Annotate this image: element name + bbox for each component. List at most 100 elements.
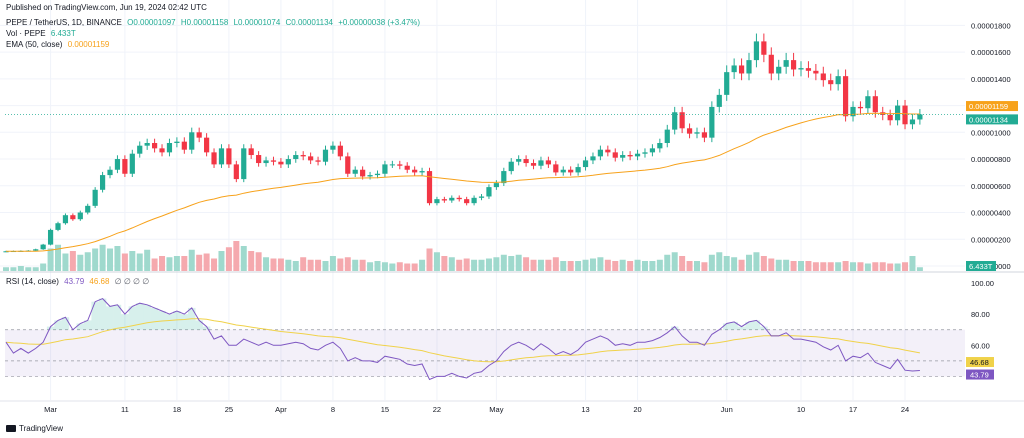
volume-bar: [240, 246, 247, 271]
volume-bar: [173, 256, 180, 271]
rsi-overbought-fill: [91, 301, 99, 330]
volume-bar: [248, 251, 255, 271]
rsi-legend-extra: ∅ ∅ ∅ ∅: [114, 277, 150, 286]
time-tick-label: Apr: [275, 405, 287, 414]
volume-bar: [159, 256, 166, 271]
volume-bar: [374, 261, 381, 271]
volume-bar: [768, 258, 775, 271]
volume-bar: [315, 259, 322, 271]
volume-bar: [879, 262, 886, 271]
price-label-box: [966, 101, 1018, 112]
volume-bar: [433, 252, 440, 271]
candle-body: [612, 152, 618, 158]
candle-body: [70, 215, 76, 220]
volume-bar: [604, 259, 611, 271]
volume-bar: [285, 259, 292, 271]
ema-legend-label[interactable]: EMA (50, close): [6, 40, 63, 49]
tradingview-logo[interactable]: TradingView: [6, 424, 63, 433]
candle-body: [590, 156, 596, 161]
volume-bar: [760, 256, 767, 271]
volume-bar: [389, 263, 396, 271]
price-tick-label: 0.00001600: [971, 48, 1011, 57]
volume-bar: [107, 248, 114, 271]
rsi-overbought-fill: [760, 326, 768, 330]
volume-bar: [322, 261, 329, 271]
candle-body: [872, 96, 878, 113]
volume-bar: [530, 259, 537, 271]
volume-bar: [545, 259, 552, 271]
volume-bar: [857, 262, 864, 271]
rsi-value-box: [966, 357, 994, 368]
candle-body: [137, 145, 143, 154]
candle-body: [144, 143, 150, 146]
candle-body: [582, 160, 589, 168]
candle-body: [456, 197, 462, 200]
candle-body: [523, 159, 529, 164]
candle-body: [776, 66, 782, 74]
rsi-overbought-fill: [76, 323, 85, 330]
volume-bar: [225, 247, 232, 271]
volume-bar: [352, 259, 359, 271]
time-tick-label: 17: [849, 405, 857, 414]
candle-body: [33, 249, 39, 251]
candle-body: [724, 72, 730, 95]
candle-body: [835, 76, 841, 85]
candle-body: [107, 169, 113, 176]
candle-body: [449, 197, 455, 201]
candle-body: [686, 128, 693, 134]
volume-legend-label[interactable]: Vol · PEPE: [6, 29, 46, 38]
volume-bar: [708, 254, 715, 271]
volume-bar: [812, 262, 819, 271]
volume-bar: [627, 261, 634, 271]
volume-bar: [515, 254, 522, 271]
candle-body: [746, 60, 752, 74]
candle-body: [382, 164, 388, 174]
volume-bar: [99, 244, 106, 271]
volume-bar: [560, 261, 567, 271]
candle-body: [865, 96, 871, 109]
volume-bar: [693, 261, 700, 271]
volume-bar: [842, 261, 849, 271]
candle-body: [471, 197, 477, 204]
volume-bar: [69, 251, 76, 271]
candle-body: [887, 114, 893, 121]
time-tick-label: 8: [331, 405, 335, 414]
tradingview-logo-icon: [6, 425, 16, 432]
rsi-overbought-fill: [195, 320, 203, 330]
time-tick-label: 25: [225, 405, 233, 414]
candle-body: [241, 148, 247, 180]
volume-bar: [738, 259, 745, 271]
volume-bar: [827, 262, 834, 271]
ohlc-low: L0.00001074: [233, 18, 281, 27]
candle-body: [486, 187, 492, 197]
rsi-overbought-fill: [752, 320, 761, 330]
volume-bar: [292, 261, 299, 271]
candle-body: [159, 148, 165, 153]
volume-bar: [753, 252, 760, 271]
rsi-line: [5, 298, 920, 381]
candle-body: [545, 160, 551, 165]
candle-body: [360, 169, 366, 177]
time-tick-label: 22: [433, 405, 441, 414]
volume-bar: [263, 257, 270, 271]
candle-body: [820, 73, 826, 81]
volume-bar: [77, 254, 84, 271]
candle-body: [315, 160, 321, 162]
rsi-overbought-fill: [143, 304, 151, 330]
candle-body: [174, 141, 180, 143]
rsi-legend: RSI (14, close) 43.79 46.68 ∅ ∅ ∅ ∅: [6, 277, 152, 287]
volume-bar: [344, 257, 351, 271]
volume-bar: [500, 254, 507, 271]
price-axis: 0.000018000.000016000.000014000.00001200…: [966, 21, 1018, 271]
candle-body: [620, 155, 626, 158]
candle-body: [166, 143, 173, 153]
candle-body: [337, 145, 343, 157]
rsi-legend-label[interactable]: RSI (14, close): [6, 277, 59, 286]
rsi-overbought-fill: [98, 298, 107, 330]
candle-body: [790, 60, 797, 70]
volume-bar: [575, 261, 582, 271]
symbol-title[interactable]: PEPE / TetherUS, 1D, BINANCE: [6, 18, 122, 27]
ema-legend: EMA (50, close) 0.00001159: [6, 40, 112, 50]
candle-body: [857, 106, 864, 109]
candle-body: [122, 159, 128, 174]
